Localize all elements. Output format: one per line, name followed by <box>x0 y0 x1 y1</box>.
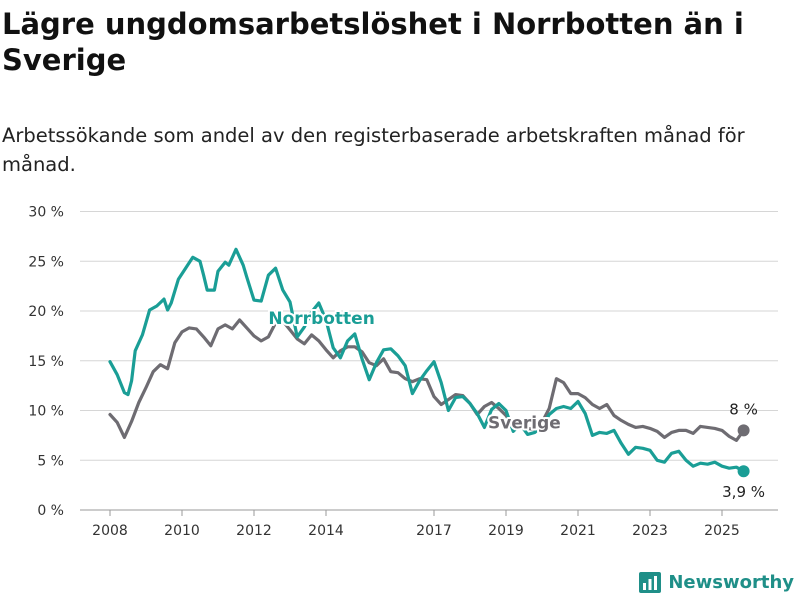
x-axis: 2008 2010 2012 2014 2017 2019 2021 2023 2025 <box>92 510 740 539</box>
end-point-sverige <box>737 424 750 437</box>
series-line-norrbotten <box>108 247 746 473</box>
series-labels: 3,9 % Norrbotten 8 % Sverige <box>266 307 765 501</box>
x-tick-label: 2008 <box>92 523 128 539</box>
y-tick-label: 15 % <box>28 354 64 370</box>
end-point-norrbotten <box>737 465 750 478</box>
page-title: Lägre ungdomsarbetslöshet i Norrbotten ä… <box>2 7 744 77</box>
x-tick-label: 2012 <box>236 523 272 539</box>
x-tick-label: 2025 <box>704 523 740 539</box>
newsworthy-logo-icon <box>639 572 662 593</box>
end-value-label-sverige: 8 % <box>729 400 758 418</box>
brand-name: Newsworthy <box>668 571 794 593</box>
y-tick-label: 30 % <box>28 205 64 221</box>
end-value-label-norrbotten: 3,9 % <box>722 483 765 501</box>
y-tick-label: 5 % <box>37 453 64 469</box>
y-tick-label: 0 % <box>37 503 64 519</box>
x-tick-label: 2021 <box>560 523 596 539</box>
series-line-sverige <box>108 318 746 442</box>
y-tick-label: 10 % <box>28 404 64 420</box>
x-tick-label: 2023 <box>632 523 668 539</box>
y-axis: 0 % 5 % 10 % 15 % 20 % 25 % 30 % <box>28 205 64 520</box>
series-lines <box>108 247 746 473</box>
x-tick-label: 2017 <box>416 523 452 539</box>
line-chart: 0 %5 %10 %15 %20 %25 %30 % 2008 2010 2012 2… <box>28 205 778 539</box>
x-tick-label: 2019 <box>488 523 524 539</box>
series-end-markers <box>737 424 750 478</box>
series-name-label-norrbotten: Norrbotten <box>268 309 374 329</box>
x-tick-label: 2014 <box>308 523 344 539</box>
y-tick-label: 20 % <box>28 304 64 320</box>
x-tick-label: 2010 <box>164 523 200 539</box>
chart-subtitle: Arbetssökande som andel av den registerb… <box>2 124 745 176</box>
series-name-label-sverige: Sverige <box>488 413 561 433</box>
y-tick-label: 25 % <box>28 254 64 270</box>
grid-lines <box>80 211 778 511</box>
brand-logo: Newsworthy <box>638 570 794 594</box>
